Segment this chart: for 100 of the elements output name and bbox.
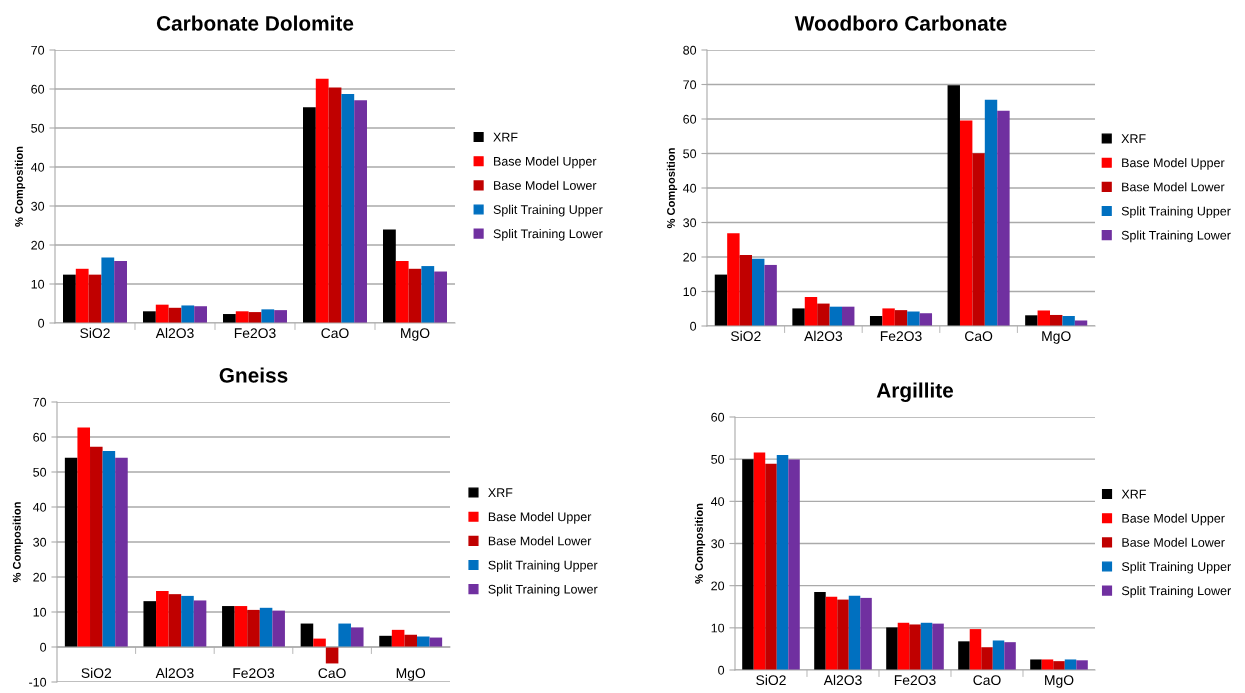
bar <box>897 622 910 670</box>
bar <box>261 309 275 323</box>
legend-label: Split Training Upper <box>1121 206 1231 218</box>
y-tick-label: 20 <box>711 581 725 591</box>
bar <box>88 274 102 323</box>
y-tick-label: 20 <box>33 572 47 582</box>
legend-label: Base Model Upper <box>1122 158 1225 170</box>
legend-label: Base Model Lower <box>494 180 597 190</box>
bar <box>408 268 422 323</box>
bar <box>101 257 115 323</box>
y-tick-label: 40 <box>710 497 725 506</box>
y-tick-label: 30 <box>711 539 725 549</box>
bar <box>825 596 838 670</box>
y-tick-label: 50 <box>711 454 725 464</box>
legend-label: Base Model Lower <box>1122 182 1225 192</box>
bar <box>1037 310 1050 326</box>
bar <box>1076 660 1088 670</box>
y-tick-label: 30 <box>33 537 47 547</box>
bar <box>984 99 998 326</box>
y-tick-label: 30 <box>31 201 45 211</box>
x-tick-label: CaO <box>318 668 346 679</box>
y-tick-label: 20 <box>683 252 697 262</box>
bar <box>303 107 316 323</box>
bar <box>829 306 843 326</box>
bar <box>156 591 169 647</box>
y-axis-title: % Composition <box>14 146 26 227</box>
bar <box>919 313 933 326</box>
y-tick-label: 0 <box>40 642 47 652</box>
bar <box>181 595 194 647</box>
chart-title: Woodboro Carbonate <box>794 15 1007 31</box>
bar <box>102 451 116 647</box>
bar <box>727 233 740 326</box>
bar <box>814 591 826 670</box>
bar <box>1030 659 1042 670</box>
legend-label: Split Training Upper <box>1121 561 1231 574</box>
bar <box>434 271 447 323</box>
bar <box>860 597 872 670</box>
bar <box>328 87 342 323</box>
bar <box>894 310 908 326</box>
bar <box>804 297 818 326</box>
x-tick-label: Fe2O3 <box>234 328 276 339</box>
bar <box>1025 315 1038 326</box>
x-tick-label: Al2O3 <box>823 674 862 686</box>
y-tick-label: 40 <box>32 502 47 512</box>
bar <box>115 457 128 647</box>
x-tick-label: Fe2O3 <box>880 331 922 342</box>
x-tick-label: SiO2 <box>756 674 786 686</box>
y-tick-label: 0 <box>690 321 697 331</box>
bar <box>143 601 157 647</box>
bar <box>1053 661 1065 670</box>
x-tick-label: Fe2O3 <box>894 675 936 686</box>
chart-title: Carbonate Dolomite <box>156 15 354 31</box>
bar <box>194 306 207 323</box>
bar <box>792 308 805 326</box>
bar <box>972 153 985 326</box>
bar <box>354 100 367 323</box>
bar <box>193 600 207 647</box>
bar <box>1062 316 1075 326</box>
legend-label: XRF <box>488 488 513 497</box>
x-tick-label: Fe2O3 <box>233 668 275 679</box>
bar <box>90 446 103 647</box>
chart-title: Gneiss <box>219 367 288 383</box>
bar <box>181 305 195 323</box>
x-tick-label: MgO <box>1042 331 1071 344</box>
legend-label: Split Training Lower <box>488 584 598 597</box>
y-tick-label: 50 <box>683 149 697 159</box>
y-tick-label: 50 <box>33 467 47 477</box>
y-tick-label: 70 <box>33 397 47 407</box>
bar <box>223 314 236 323</box>
bar <box>274 310 287 323</box>
y-axis-title: % Composition <box>694 503 706 584</box>
legend-label: Base Model Upper <box>1122 513 1225 526</box>
y-tick-label: 70 <box>683 80 697 90</box>
y-tick-label: 10 <box>683 287 697 297</box>
y-tick-label: 10 <box>711 623 725 633</box>
y-tick-label: 70 <box>31 45 45 55</box>
bar <box>739 254 753 326</box>
bar <box>63 274 76 323</box>
y-tick-label: 30 <box>683 218 697 228</box>
x-tick-label: CaO <box>321 328 349 339</box>
bar <box>837 599 849 670</box>
bar <box>222 606 235 647</box>
bar <box>753 452 766 670</box>
legend-label: Split Training Lower <box>1121 585 1231 598</box>
bar <box>272 610 285 647</box>
legend-label: Base Model Lower <box>1122 537 1225 547</box>
x-tick-label: SiO2 <box>730 330 761 342</box>
bar <box>907 311 920 326</box>
bar <box>234 606 248 647</box>
bar <box>817 303 830 326</box>
bar <box>168 594 182 647</box>
bar <box>1004 642 1016 670</box>
legend-label: Split Training Lower <box>1121 230 1231 243</box>
bar <box>932 623 944 670</box>
y-tick-label: 60 <box>711 412 725 422</box>
legend-label: XRF <box>1121 134 1146 143</box>
x-tick-label: Al2O3 <box>155 667 194 679</box>
y-axis-title: % Composition <box>666 148 678 229</box>
y-tick-label: 10 <box>33 607 47 617</box>
bar <box>886 627 898 670</box>
